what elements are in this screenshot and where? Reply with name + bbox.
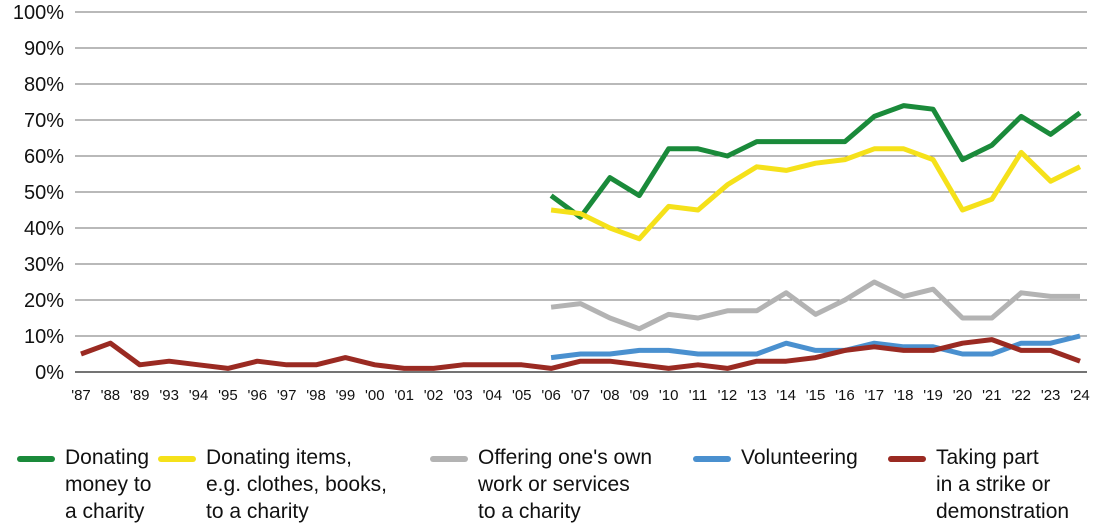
x-tick-label: '03 [453, 387, 473, 404]
x-tick-label: '18 [894, 387, 914, 404]
legend-label-donating-items: Donating items, e.g. clothes, books, to … [206, 446, 387, 523]
legend-swatch-strike [888, 456, 926, 462]
x-tick-label: '02 [424, 387, 444, 404]
x-tick-label: '21 [982, 387, 1002, 404]
x-tick-label: '00 [365, 387, 385, 404]
x-tick-label: '12 [718, 387, 738, 404]
x-tick-label: '17 [865, 387, 885, 404]
x-tick-label: '10 [659, 387, 679, 404]
x-tick-label: '89 [130, 387, 150, 404]
series-line-3 [550, 333, 1081, 361]
legend-item-volunteering: Volunteering [693, 444, 858, 471]
x-tick-label: '06 [541, 387, 561, 404]
legend-swatch-donating-money [17, 456, 55, 462]
y-tick-label: 60% [24, 146, 64, 168]
legend-swatch-offering-work [430, 456, 468, 462]
x-tick-label: '19 [923, 387, 943, 404]
legend-item-donating-items: Donating items, e.g. clothes, books, to … [158, 444, 387, 525]
x-tick-label: '16 [835, 387, 855, 404]
legend-item-offering-work: Offering one's own work or services to a… [430, 444, 652, 525]
x-tick-label: '97 [277, 387, 297, 404]
series-lines [80, 103, 1082, 371]
y-tick-label: 30% [24, 254, 64, 276]
x-tick-label: '23 [1041, 387, 1061, 404]
x-tick-label: '09 [629, 387, 649, 404]
legend-label-strike: Taking part in a strike or demonstration [936, 446, 1070, 523]
series-line-0 [549, 103, 1082, 220]
x-tick-label: '04 [483, 387, 503, 404]
legend-item-strike: Taking part in a strike or demonstration [888, 444, 1069, 525]
series-line-4 [80, 337, 1081, 371]
x-tick-label: '88 [101, 387, 121, 404]
series-line-2 [550, 279, 1080, 332]
y-tick-label: 70% [24, 110, 64, 132]
x-tick-label: '93 [159, 387, 179, 404]
x-tick-label: '94 [189, 387, 209, 404]
y-tick-label: 40% [24, 218, 64, 240]
y-tick-label: 80% [24, 74, 64, 96]
x-tick-label: '08 [600, 387, 620, 404]
legend-label-volunteering: Volunteering [741, 446, 858, 469]
x-tick-label: '20 [953, 387, 973, 404]
y-tick-label: 10% [24, 326, 64, 348]
x-tick-label: '15 [806, 387, 826, 404]
x-tick-label: '99 [336, 387, 356, 404]
x-tick-label: '95 [218, 387, 238, 404]
legend-item-donating-money: Donating money to a charity [17, 444, 151, 525]
x-axis-ticks: '87 '88 '89 '93 '94 '95 '96 '97 '98 '99 '00 '01 '02 '… [71, 387, 1090, 404]
x-tick-label: '96 [248, 387, 268, 404]
y-tick-label: 50% [24, 182, 64, 204]
legend-swatch-volunteering [693, 456, 731, 462]
y-tick-label: 90% [24, 38, 64, 60]
x-tick-label: '07 [571, 387, 591, 404]
y-tick-label: 0% [35, 362, 64, 384]
y-axis-ticks: 0% 10% 20% 30% 40% 50% 60% 70% 80% 90% 100% [13, 2, 64, 384]
x-tick-label: '24 [1070, 387, 1090, 404]
x-tick-label: '98 [306, 387, 326, 404]
gridlines [75, 11, 1087, 373]
legend: Donating money to a charity Donating ite… [0, 444, 1093, 527]
legend-swatch-donating-items [158, 456, 196, 462]
x-tick-label: '01 [394, 387, 414, 404]
line-chart: 0% 10% 20% 30% 40% 50% 60% 70% 80% 90% 100% '87 '88… [13, 2, 1090, 404]
series-line-1 [550, 146, 1082, 242]
legend-label-donating-money: Donating money to a charity [65, 446, 152, 523]
x-tick-label: '22 [1011, 387, 1031, 404]
legend-label-offering-work: Offering one's own work or services to a… [478, 446, 653, 523]
y-tick-label: 20% [24, 290, 64, 312]
y-tick-label: 100% [13, 2, 64, 24]
x-tick-label: '13 [747, 387, 767, 404]
x-tick-label: '87 [71, 387, 91, 404]
x-tick-label: '11 [689, 387, 707, 404]
x-tick-label: '05 [512, 387, 532, 404]
x-tick-label: '14 [776, 387, 796, 404]
